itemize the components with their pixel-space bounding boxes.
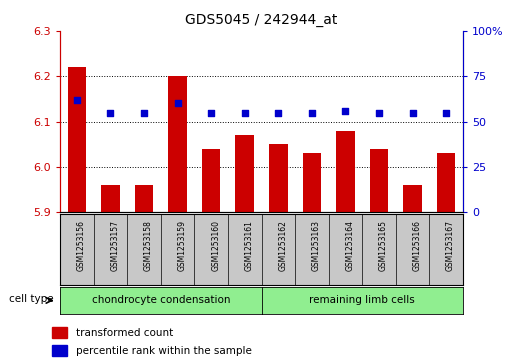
Bar (67, 67, 86, 212)
Point (207, 110, 215, 115)
Point (375, 110, 383, 115)
Text: GSM1253167: GSM1253167 (446, 220, 455, 271)
Bar (370, 149, 388, 212)
Text: GSM1253163: GSM1253163 (312, 220, 321, 271)
Bar (269, 144, 288, 212)
Text: GSM1253158: GSM1253158 (144, 220, 153, 271)
Text: GSM1253164: GSM1253164 (345, 220, 355, 271)
Text: percentile rank within the sample: percentile rank within the sample (76, 346, 252, 356)
Text: GSM1253159: GSM1253159 (178, 220, 187, 271)
Bar (403, 185, 422, 212)
Bar (336, 131, 355, 212)
Bar (437, 153, 456, 212)
Bar (168, 76, 187, 212)
Text: transformed count: transformed count (76, 327, 173, 338)
Bar (51, 327, 67, 338)
Point (174, 101, 182, 106)
Point (308, 110, 316, 115)
Bar (135, 185, 153, 212)
Point (408, 110, 417, 115)
Text: GSM1253161: GSM1253161 (245, 220, 254, 271)
Point (442, 110, 450, 115)
Text: GSM1253160: GSM1253160 (211, 220, 220, 271)
Bar (303, 153, 321, 212)
Point (140, 110, 148, 115)
Point (106, 110, 115, 115)
Point (274, 110, 282, 115)
Text: GSM1253166: GSM1253166 (413, 220, 422, 271)
Text: remaining limb cells: remaining limb cells (309, 295, 415, 305)
Text: cell type: cell type (8, 294, 53, 304)
Text: chondrocyte condensation: chondrocyte condensation (92, 295, 230, 305)
Text: GSM1253165: GSM1253165 (379, 220, 388, 271)
Point (73, 97, 81, 103)
Text: GSM1253157: GSM1253157 (110, 220, 119, 271)
Point (241, 110, 249, 115)
Bar (202, 149, 220, 212)
Text: GSM1253156: GSM1253156 (77, 220, 86, 271)
Bar (235, 135, 254, 212)
Bar (51, 345, 67, 356)
Point (341, 108, 349, 114)
Text: GSM1253162: GSM1253162 (278, 220, 287, 271)
Bar (101, 185, 120, 212)
Title: GDS5045 / 242944_at: GDS5045 / 242944_at (185, 13, 338, 27)
